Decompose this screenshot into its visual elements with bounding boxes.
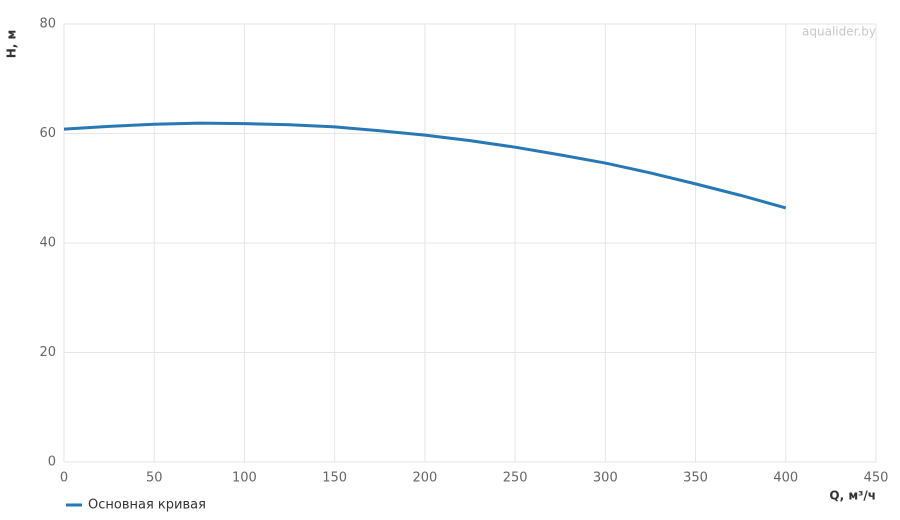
x-tick-label: 200 (412, 471, 437, 486)
x-tick-label: 100 (232, 471, 257, 486)
y-tick-label: 40 (39, 236, 56, 251)
x-tick-label: 350 (683, 471, 708, 486)
curve (63, 121, 787, 210)
y-axis-title: H, м (5, 30, 19, 59)
watermark: aqualider.by (802, 25, 876, 39)
x-tick-label: 450 (864, 471, 889, 486)
legend-label: Основная кривая (88, 498, 206, 513)
y-tick-label: 80 (39, 17, 56, 32)
x-tick-label: 400 (773, 471, 798, 486)
y-tick-label: 0 (48, 455, 56, 470)
x-tick-label: 0 (60, 471, 68, 486)
x-tick-label: 250 (503, 471, 528, 486)
x-tick-label: 50 (146, 471, 163, 486)
x-tick-label: 150 (322, 471, 347, 486)
y-tick-label: 20 (39, 345, 56, 360)
y-tick-label: 60 (39, 126, 56, 141)
x-tick-label: 300 (593, 471, 618, 486)
x-axis-title: Q, м³/ч (829, 489, 876, 503)
